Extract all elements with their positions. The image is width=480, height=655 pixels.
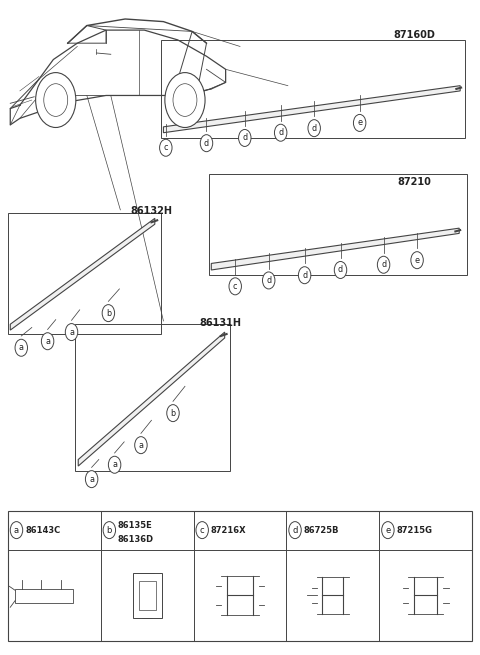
Circle shape xyxy=(108,457,121,474)
Text: a: a xyxy=(112,460,117,469)
Circle shape xyxy=(382,521,394,538)
Circle shape xyxy=(411,252,423,269)
Text: 87216X: 87216X xyxy=(211,525,246,534)
Circle shape xyxy=(15,339,27,356)
Text: a: a xyxy=(19,343,24,352)
Text: a: a xyxy=(138,441,144,449)
Circle shape xyxy=(263,272,275,289)
Text: a: a xyxy=(69,328,74,337)
Text: c: c xyxy=(164,143,168,152)
Text: 86131H: 86131H xyxy=(199,318,241,328)
Text: d: d xyxy=(278,128,283,138)
Text: b: b xyxy=(106,309,111,318)
Circle shape xyxy=(165,73,205,128)
Text: d: d xyxy=(266,276,271,285)
Text: 87160D: 87160D xyxy=(394,30,436,40)
Circle shape xyxy=(10,521,23,538)
Text: e: e xyxy=(415,255,420,265)
Circle shape xyxy=(167,405,179,422)
Polygon shape xyxy=(163,86,460,133)
Text: d: d xyxy=(338,265,343,274)
Text: b: b xyxy=(107,525,112,534)
Text: d: d xyxy=(242,134,247,142)
Circle shape xyxy=(289,521,301,538)
Circle shape xyxy=(41,333,54,350)
Bar xyxy=(8,213,161,334)
Polygon shape xyxy=(78,332,225,466)
Circle shape xyxy=(103,521,116,538)
Circle shape xyxy=(239,130,251,147)
Text: a: a xyxy=(14,525,19,534)
Text: d: d xyxy=(312,124,317,133)
Text: 86135E: 86135E xyxy=(118,521,153,530)
Bar xyxy=(139,581,156,610)
Bar xyxy=(8,510,472,641)
Circle shape xyxy=(36,73,76,128)
Text: a: a xyxy=(45,337,50,346)
Text: 87215G: 87215G xyxy=(396,525,432,534)
Text: c: c xyxy=(233,282,238,291)
Text: 86725B: 86725B xyxy=(304,525,339,534)
Circle shape xyxy=(299,267,311,284)
Circle shape xyxy=(200,135,213,152)
Circle shape xyxy=(229,278,241,295)
Text: 86143C: 86143C xyxy=(25,525,60,534)
Text: d: d xyxy=(292,525,298,534)
Text: 87210: 87210 xyxy=(398,177,432,187)
Text: d: d xyxy=(302,271,307,280)
Circle shape xyxy=(135,437,147,454)
Text: 86136D: 86136D xyxy=(118,534,154,544)
Text: 86132H: 86132H xyxy=(130,206,172,216)
Circle shape xyxy=(102,305,115,322)
Circle shape xyxy=(377,256,390,273)
Text: b: b xyxy=(170,409,176,418)
Text: e: e xyxy=(357,119,362,128)
Circle shape xyxy=(159,140,172,157)
Circle shape xyxy=(196,521,208,538)
Bar xyxy=(75,324,230,472)
Text: a: a xyxy=(89,475,94,483)
Polygon shape xyxy=(10,218,155,330)
Circle shape xyxy=(353,115,366,132)
Circle shape xyxy=(334,261,347,278)
Circle shape xyxy=(65,324,78,341)
Bar xyxy=(161,40,465,138)
Text: d: d xyxy=(204,139,209,147)
Bar xyxy=(209,174,468,275)
Bar xyxy=(15,589,72,603)
Circle shape xyxy=(275,124,287,141)
Text: c: c xyxy=(200,525,204,534)
Text: e: e xyxy=(385,525,391,534)
Polygon shape xyxy=(211,228,459,270)
Bar xyxy=(133,572,161,618)
Circle shape xyxy=(85,471,98,487)
Text: d: d xyxy=(381,260,386,269)
Circle shape xyxy=(308,120,321,137)
